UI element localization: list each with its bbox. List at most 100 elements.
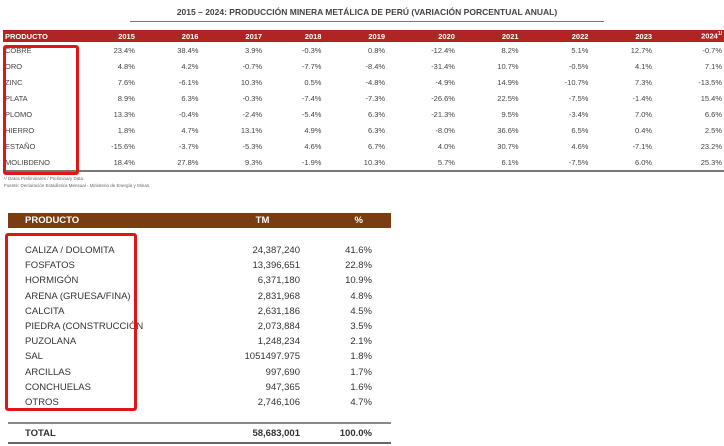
header-cell: PRODUCTO <box>3 30 67 42</box>
value-cell: 9.5% <box>501 109 519 119</box>
header-label: 2017 <box>245 31 263 41</box>
table-row: CALCITA 2,631,186 4.5% <box>8 304 391 319</box>
header-label: 2021 <box>501 31 519 41</box>
value-cell: 4.2% <box>181 61 199 71</box>
value-cell: 6.3% <box>367 109 386 119</box>
value-cell: 14.9% <box>497 77 519 87</box>
table-row: SAL 1051497.975 1.8% <box>8 349 391 364</box>
product-name: ESTAÑO <box>5 141 36 151</box>
product-name: CALIZA / DOLOMITA <box>25 245 115 257</box>
product-name: PUZOLANA <box>25 336 77 348</box>
table-row: CONCHUELAS 947,365 1.6% <box>8 380 391 395</box>
value-cell: -8.0% <box>435 125 455 135</box>
value-cell: 7.6% <box>117 77 135 87</box>
percent-value: 4.5% <box>350 305 372 317</box>
value-cell: 3.9% <box>244 45 263 55</box>
percent-value: 22.8% <box>345 260 372 272</box>
product-name: SAL <box>25 351 43 363</box>
value-cell: -3.4% <box>568 109 589 119</box>
value-cell: 0.4% <box>634 125 653 135</box>
product-name: PLOMO <box>5 109 33 119</box>
value-cell: 36.6% <box>497 125 519 135</box>
metal-table-title: 2015 – 2024: PRODUCCIÓN MINERA METÁLICA … <box>176 7 558 17</box>
value-cell: -4.8% <box>365 77 386 87</box>
header-label: 2022 <box>571 31 589 41</box>
value-cell: 38.4% <box>177 45 199 55</box>
value-cell: 4.1% <box>634 61 653 71</box>
header-label: 2024 <box>701 31 718 41</box>
percent-value: 100.0% <box>300 422 391 445</box>
header-cell: 2020 <box>387 30 457 42</box>
value-cell: 0.8% <box>367 45 386 55</box>
percent-value: 10.9% <box>345 275 372 287</box>
product-name: OTROS <box>25 396 59 408</box>
preliminary-marker: 1/ <box>717 31 722 38</box>
product-name: COBRE <box>5 45 32 55</box>
percent-value: 1.6% <box>350 381 372 393</box>
value-cell: 0.5% <box>304 77 322 87</box>
header-percent: % <box>300 213 391 228</box>
percent-value: 1.8% <box>350 351 372 363</box>
percent-value: 4.8% <box>350 290 372 302</box>
value-cell: -7.5% <box>520 154 591 172</box>
product-name: HIERRO <box>5 125 35 135</box>
value-cell: 30.7% <box>497 141 519 151</box>
title-divider <box>130 21 604 22</box>
value-cell: 6.5% <box>571 125 589 135</box>
product-name: PIEDRA (CONSTRUCCIÓN <box>25 321 144 333</box>
value-cell: -5.3% <box>242 141 263 151</box>
tm-value: 1051497.975 <box>244 351 300 363</box>
value-cell: -0.7% <box>242 61 263 71</box>
value-cell: -7.3% <box>365 93 386 103</box>
value-cell: -31.4% <box>431 61 455 71</box>
header-cell: 20241/ <box>654 30 724 42</box>
header-label: 2019 <box>368 31 386 41</box>
value-cell: 4.7% <box>181 125 199 135</box>
table-row: COBRE 23.4% 38.4% 3.9% -0.3% 0.8% -12.4% 8.2% 5.… <box>3 42 724 58</box>
table-header-row: PRODUCTO 2015 2016 2017 2018 2019 2020 2021 2022… <box>3 30 724 42</box>
value-cell: -4.9% <box>435 77 455 87</box>
footnote-source: Fuente: Declaración Estadística Mensual … <box>4 183 151 188</box>
header-label: 2016 <box>181 31 199 41</box>
value-cell: 7.3% <box>634 77 653 87</box>
product-name: HORMIGÓN <box>25 275 79 287</box>
table-row: CALIZA / DOLOMITA 24,387,240 41.6% <box>8 243 391 258</box>
product-name: ARENA (GRUESA/FINA) <box>25 290 131 302</box>
table-row: PIEDRA (CONSTRUCCIÓN 2,073,884 3.5% <box>8 319 391 334</box>
value-cell: 6.3% <box>181 93 199 103</box>
product-name: FOSFATOS <box>25 260 75 272</box>
table-row: ESTAÑO -15.6% -3.7% -5.3% 4.6% 6.7% 4.0% 30.7% 4… <box>3 138 724 154</box>
value-cell: 6.1% <box>456 154 521 172</box>
header-label: 2015 <box>118 31 135 41</box>
value-cell: -15.6% <box>111 141 135 151</box>
value-cell: 1.8% <box>117 125 135 135</box>
table-row: ARCILLAS 997,690 1.7% <box>8 365 391 380</box>
product-name: CONCHUELAS <box>25 381 91 393</box>
highlight-box-metal-products <box>3 45 79 175</box>
header-cell: 2018 <box>264 30 324 42</box>
value-cell: 10.7% <box>497 61 519 71</box>
value-cell: 8.2% <box>501 45 519 55</box>
table-row: ORO 4.8% 4.2% -0.7% -7.7% -8.4% -31.4% 10.7% -0.… <box>3 58 724 74</box>
value-cell: 23.4% <box>113 45 135 55</box>
percent-value: 3.5% <box>350 321 372 333</box>
table-row: HORMIGÓN 6,371,180 10.9% <box>8 273 391 288</box>
header-label: PRODUCTO <box>5 31 48 41</box>
value-cell: 13.3% <box>113 109 135 119</box>
value-cell: 25.3% <box>654 154 724 172</box>
value-cell: -0.4% <box>178 109 199 119</box>
tm-value: 13,396,651 <box>252 260 300 272</box>
value-cell: 22.5% <box>497 93 519 103</box>
value-cell: 4.9% <box>304 125 322 135</box>
tm-value: 6,371,180 <box>257 275 300 287</box>
header-cell: 2015 <box>67 30 137 42</box>
value-cell: 6.0% <box>590 154 655 172</box>
header-tm: TM <box>225 213 300 228</box>
value-cell: -0.3% <box>242 93 263 103</box>
table-row: PLOMO 13.3% -0.4% -2.4% -5.4% 6.3% -21.3% 9.5% -… <box>3 106 724 122</box>
table-row: PUZOLANA 1,248,234 2.1% <box>8 334 391 349</box>
product-name: ARCILLAS <box>25 366 71 378</box>
value-cell: 18.4% <box>67 154 137 172</box>
header-label: 2018 <box>304 31 322 41</box>
value-cell: 12.7% <box>630 45 653 55</box>
